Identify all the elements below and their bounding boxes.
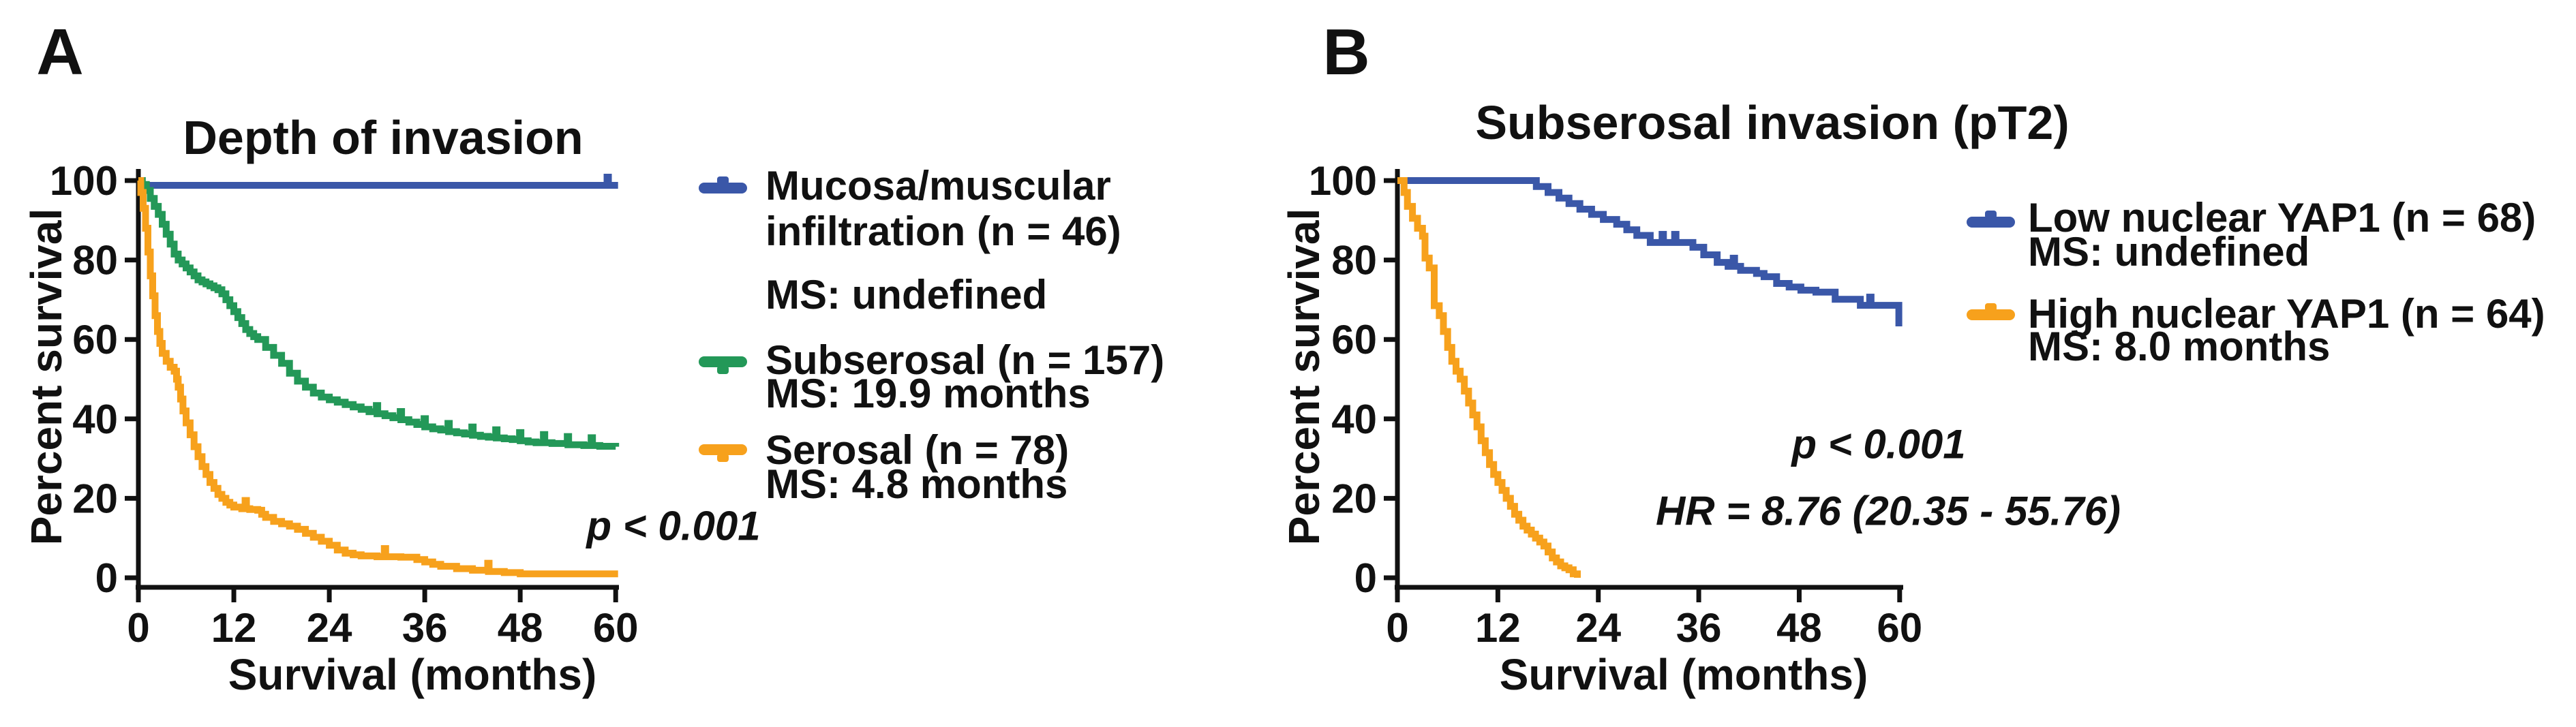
km-curve	[1397, 177, 1581, 578]
legend-label-mucosa-line1: Mucosa/muscular	[766, 163, 1111, 208]
y-tick-label: 100	[1309, 158, 1377, 204]
panel-a-title: Depth of invasion	[183, 111, 584, 164]
km-curve	[138, 177, 620, 450]
panel-b-hr-value: HR = 8.76 (20.35 - 55.76)	[1655, 488, 2121, 534]
legend-label-mucosa-line2: infiltration (n = 46)	[766, 208, 1121, 254]
panel-b-title: Subserosal invasion (pT2)	[1475, 96, 2070, 149]
legend-marker-high-yap1	[1967, 309, 2015, 320]
y-tick-label: 20	[1331, 476, 1377, 521]
x-tick-label: 48	[498, 605, 543, 651]
x-tick-label: 24	[1575, 605, 1621, 651]
y-tick-label: 100	[50, 158, 118, 204]
legend-label-serosal: Serosal (n = 78)	[766, 427, 1070, 473]
legend-marker-subserosal	[699, 356, 747, 367]
x-tick-label: 60	[593, 605, 639, 651]
legend-ms-high-yap1: MS: 8.0 months	[2028, 324, 2331, 369]
x-tick-label: 60	[1877, 605, 1922, 651]
legend-marker-serosal	[699, 444, 747, 455]
legend-marker-tick-high-yap1	[1985, 303, 1997, 311]
legend-label-low-yap1: Low nuclear YAP1 (n = 68)	[2028, 195, 2536, 241]
x-tick-label: 48	[1776, 605, 1822, 651]
legend-label-subserosal: Subserosal (n = 157)	[766, 337, 1165, 383]
y-tick-label: 0	[95, 555, 118, 601]
panel-b-letter: B	[1322, 16, 1370, 89]
panel-b-x-axis-title: Survival (months)	[1499, 650, 1868, 699]
panel-a-letter: A	[36, 16, 84, 89]
legend-marker-low-yap1	[1967, 217, 2015, 228]
panel-a-y-axis-title: Percent survival	[22, 208, 71, 546]
panel-a-p-value: p < 0.001	[586, 503, 761, 549]
km-curve	[137, 177, 618, 578]
x-tick-label: 36	[1676, 605, 1722, 651]
legend-ms-mucosa: MS: undefined	[766, 272, 1048, 318]
legend-marker-tick-low-yap1	[1985, 211, 1997, 219]
legend-ms-low-yap1: MS: undefined	[2028, 229, 2310, 275]
y-tick-label: 80	[72, 238, 118, 283]
x-tick-label: 12	[211, 605, 257, 651]
y-tick-label: 20	[72, 476, 118, 521]
panel-b-p-value: p < 0.001	[1791, 421, 1966, 467]
legend-marker-tick-subserosal	[717, 366, 729, 374]
y-tick-label: 0	[1354, 555, 1377, 601]
legend-ms-subserosal: MS: 19.9 months	[766, 371, 1091, 416]
legend-marker-tick-serosal	[717, 454, 729, 462]
legend-label-high-yap1: High nuclear YAP1 (n = 64)	[2028, 291, 2545, 337]
legend-marker-tick-mucosa	[717, 176, 729, 185]
y-tick-label: 80	[1331, 238, 1377, 283]
x-tick-label: 0	[1386, 605, 1408, 651]
km-curve	[1397, 177, 1903, 326]
panel-b-y-axis-title: Percent survival	[1279, 208, 1329, 546]
legend-marker-mucosa	[699, 183, 747, 194]
legend-ms-serosal: MS: 4.8 months	[766, 461, 1068, 507]
y-tick-label: 40	[72, 397, 118, 442]
x-tick-label: 12	[1475, 605, 1521, 651]
x-tick-label: 24	[307, 605, 352, 651]
y-tick-label: 40	[1331, 397, 1377, 442]
panel-a-x-axis-title: Survival (months)	[228, 650, 597, 699]
y-tick-label: 60	[72, 317, 118, 362]
x-tick-label: 36	[402, 605, 448, 651]
x-tick-label: 0	[127, 605, 149, 651]
y-tick-label: 60	[1331, 317, 1377, 362]
